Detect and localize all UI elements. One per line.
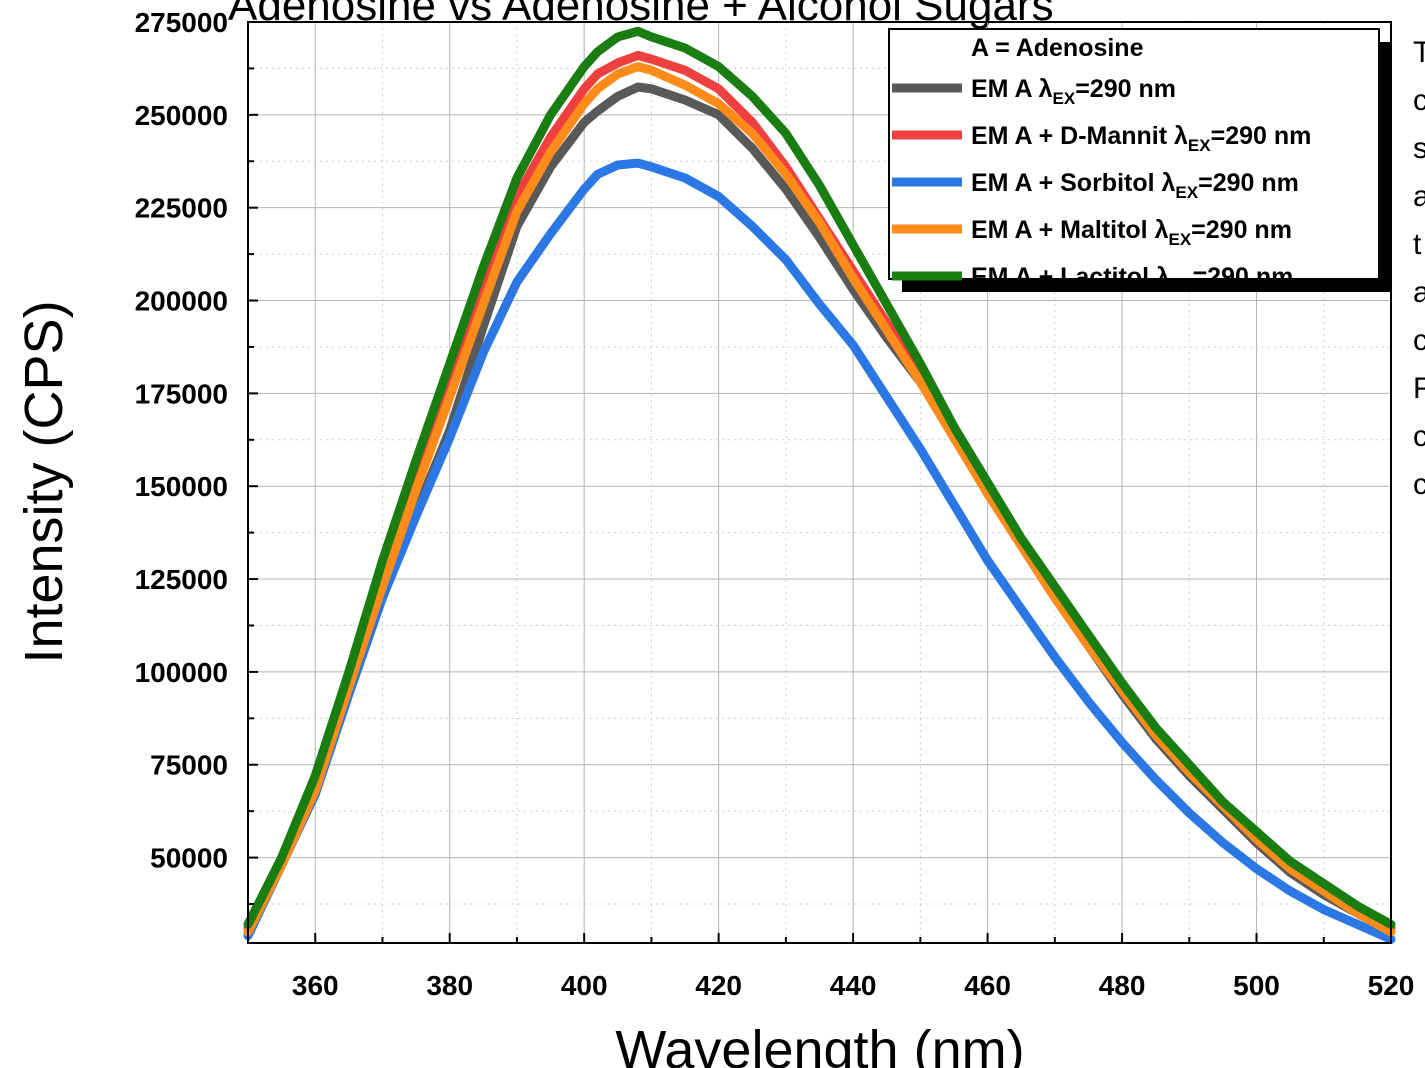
side-note-line: F bbox=[1413, 372, 1425, 405]
legend-label: EM A + Maltitol λEX=290 nm bbox=[971, 216, 1292, 249]
x-tick-label: 440 bbox=[830, 970, 877, 1001]
y-tick-label: 100000 bbox=[135, 657, 228, 688]
legend-label: EM A + D-Mannit λEX=290 nm bbox=[971, 122, 1311, 155]
x-tick-label: 400 bbox=[561, 970, 608, 1001]
side-note-line: c bbox=[1413, 84, 1425, 117]
side-note-line: c bbox=[1413, 324, 1425, 357]
side-note-line: s bbox=[1413, 132, 1425, 165]
legend-label: EM A λEX=290 nm bbox=[971, 75, 1176, 108]
plot-lines bbox=[243, 26, 1396, 944]
side-note-line: c bbox=[1413, 420, 1425, 453]
legend-header: A = Adenosine bbox=[971, 34, 1144, 62]
x-tick-label: 480 bbox=[1099, 970, 1146, 1001]
y-tick-label: 75000 bbox=[150, 750, 228, 781]
plot-frame bbox=[247, 21, 1392, 944]
chart-title: Adenosine vs Adenosine + Alcohol Sugars bbox=[228, 0, 1054, 30]
y-tick-label: 50000 bbox=[150, 843, 228, 874]
y-tick-label: 250000 bbox=[135, 100, 228, 131]
legend-items: EM A λEX=290 nm EM A + D-Mannit λEX=290 n… bbox=[892, 75, 1311, 296]
series-line bbox=[243, 158, 1396, 944]
x-axis: 360 380 400 420 440 460 480 500 520 bbox=[292, 933, 1414, 1001]
side-note-line: t bbox=[1413, 228, 1422, 261]
legend-box bbox=[888, 28, 1380, 280]
side-note-line: c bbox=[1413, 468, 1425, 501]
y-tick-label: 175000 bbox=[135, 378, 228, 409]
x-tick-label: 520 bbox=[1368, 970, 1415, 1001]
series-line bbox=[243, 26, 1396, 929]
x-tick-label: 500 bbox=[1233, 970, 1280, 1001]
side-note-line: a bbox=[1413, 276, 1425, 309]
x-tick-label: 360 bbox=[292, 970, 339, 1001]
y-tick-label: 150000 bbox=[135, 471, 228, 502]
y-tick-label: 200000 bbox=[135, 286, 228, 317]
legend: A = Adenosine EM A λEX=290 nm EM A + D-Ma… bbox=[888, 28, 1392, 296]
legend-label: EM A + Lactitol λEX=290 nm bbox=[971, 263, 1293, 296]
y-tick-label: 275000 bbox=[135, 7, 228, 38]
x-tick-label: 460 bbox=[964, 970, 1011, 1001]
x-tick-label: 420 bbox=[695, 970, 742, 1001]
x-axis-title: Wavelength (nm) bbox=[615, 1020, 1024, 1068]
side-note-line: T bbox=[1413, 36, 1425, 69]
x-tick-label: 380 bbox=[426, 970, 473, 1001]
y-axis-title: Intensity (CPS) bbox=[14, 300, 74, 663]
y-tick-label: 125000 bbox=[135, 564, 228, 595]
side-note-line: a bbox=[1413, 180, 1425, 213]
legend-label: EM A + Sorbitol λEX=290 nm bbox=[971, 169, 1299, 202]
y-axis: 50000 75000 100000 125000 150000 175000 200000… bbox=[135, 7, 258, 906]
y-tick-label: 225000 bbox=[135, 193, 228, 224]
series-line bbox=[243, 62, 1396, 937]
